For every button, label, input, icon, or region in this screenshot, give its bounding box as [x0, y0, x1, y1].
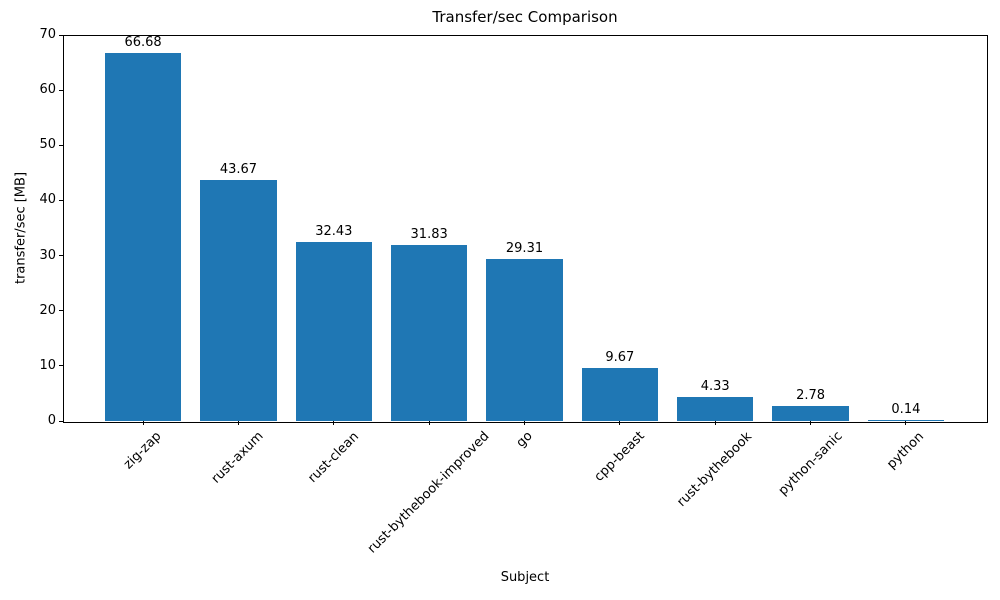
y-tick-mark — [59, 365, 63, 367]
bar-value-label: 9.67 — [605, 350, 635, 365]
bar-value-label: 31.83 — [410, 227, 448, 242]
y-tick-label: 30 — [39, 247, 56, 263]
bar-value-label: 43.67 — [219, 162, 258, 177]
y-tick-mark — [59, 255, 63, 257]
bar-value-label: 0.14 — [891, 402, 921, 417]
x-tick-label-text: rust-bythebook-improved — [365, 428, 493, 557]
y-tick-mark — [59, 310, 63, 312]
bar-rust-bythebook — [677, 397, 754, 421]
x-tick-label-text: rust-clean — [305, 428, 362, 486]
bar-go — [486, 259, 563, 421]
bar-rust-clean — [295, 242, 372, 421]
x-tick-mark — [714, 421, 716, 425]
bar-value-label: 4.33 — [700, 379, 730, 394]
bar-rust-axum — [200, 180, 277, 421]
y-tick-mark — [59, 420, 63, 422]
y-tick-label: 60 — [39, 82, 56, 98]
y-tick-label: 40 — [39, 192, 56, 208]
x-tick-label-text: python-sanic — [775, 429, 846, 499]
y-tick-mark — [59, 199, 63, 201]
x-tick-label-text: rust-bythebook — [674, 428, 756, 510]
bar-rust-bythebook-improved — [391, 245, 468, 421]
x-tick-label-text: go — [513, 428, 536, 451]
y-tick-label: 10 — [39, 357, 56, 373]
bar-value-label: 29.31 — [505, 241, 544, 256]
bar-zig-zap — [104, 53, 182, 421]
bar-value-label: 32.43 — [315, 224, 353, 239]
x-tick-mark — [142, 421, 144, 425]
x-tick-mark — [524, 421, 525, 425]
bar-value-label: 2.78 — [796, 388, 826, 403]
x-tick-mark — [428, 421, 430, 425]
y-tick-mark — [59, 144, 63, 146]
bar-cpp-beast — [581, 368, 658, 421]
bar-python — [867, 420, 945, 421]
y-tick-label: 20 — [39, 302, 56, 318]
x-axis-label: Subject — [500, 570, 550, 585]
bar-value-label: 66.68 — [124, 35, 162, 50]
bar-python-sanic — [772, 406, 849, 421]
x-tick-label-text: cpp-beast — [591, 428, 648, 485]
y-tick-mark — [59, 89, 63, 91]
y-tick-mark — [59, 34, 63, 36]
x-tick-label-text: zig-zap — [121, 428, 165, 473]
x-tick-mark — [905, 421, 907, 425]
y-tick-label: 70 — [39, 27, 56, 42]
y-tick-label: 50 — [39, 137, 56, 153]
x-tick-mark — [237, 421, 239, 425]
y-tick-label: 0 — [47, 413, 56, 428]
x-tick-label-text: rust-axum — [209, 429, 267, 487]
x-tick-mark — [333, 421, 335, 425]
x-tick-mark — [810, 421, 812, 425]
chart-title: Transfer/sec Comparison — [432, 8, 618, 26]
x-tick-label-text: python — [884, 428, 927, 472]
x-tick-mark — [619, 421, 621, 425]
